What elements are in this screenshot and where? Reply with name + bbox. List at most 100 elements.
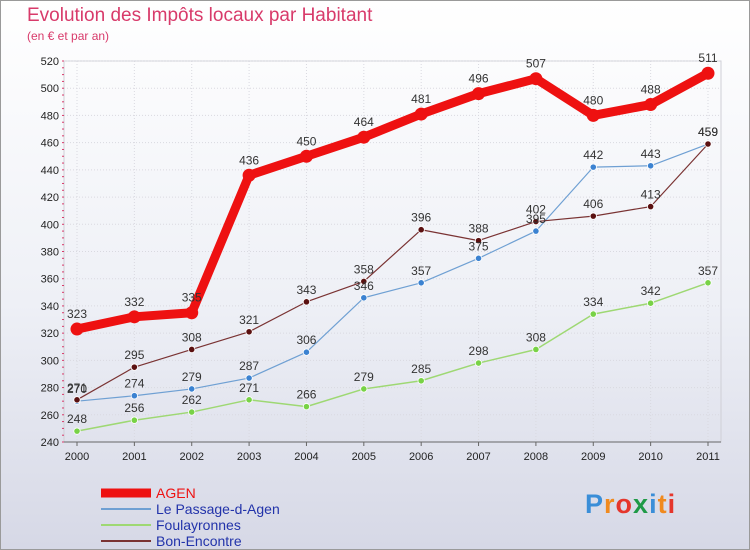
data-point bbox=[360, 385, 368, 393]
data-point bbox=[529, 72, 543, 86]
legend-label: AGEN bbox=[156, 485, 196, 501]
y-tick-label: 440 bbox=[41, 165, 59, 177]
legend-item: Foulayronnes bbox=[101, 517, 341, 533]
data-point bbox=[647, 202, 655, 211]
y-tick-label: 500 bbox=[41, 83, 59, 95]
data-point bbox=[589, 310, 597, 318]
y-tick-label: 480 bbox=[41, 110, 59, 122]
legend-item: Le Passage-d-Agen bbox=[101, 501, 341, 517]
data-label: 279 bbox=[182, 370, 202, 384]
data-label: 270 bbox=[67, 382, 87, 396]
data-label: 271 bbox=[67, 381, 87, 395]
data-label: 443 bbox=[641, 147, 661, 161]
y-tick-label: 380 bbox=[41, 247, 59, 259]
y-tick-label: 460 bbox=[41, 138, 59, 150]
legend-item: AGEN bbox=[101, 485, 341, 501]
x-tick-label: 2009 bbox=[581, 451, 605, 463]
data-label: 295 bbox=[124, 348, 144, 362]
data-label: 285 bbox=[411, 362, 431, 376]
x-tick-label: 2004 bbox=[294, 451, 318, 463]
data-label: 459 bbox=[698, 125, 718, 139]
data-label: 496 bbox=[469, 72, 489, 86]
data-label: 436 bbox=[239, 153, 259, 167]
data-label: 266 bbox=[296, 388, 316, 402]
y-tick-label: 360 bbox=[41, 274, 59, 286]
data-point bbox=[127, 310, 141, 324]
data-point bbox=[701, 66, 715, 80]
y-tick-label: 320 bbox=[41, 328, 59, 340]
legend-swatch bbox=[101, 524, 151, 526]
data-point bbox=[70, 322, 84, 336]
data-point bbox=[245, 396, 253, 404]
logo-letter: i bbox=[649, 489, 658, 519]
data-point bbox=[417, 279, 425, 287]
legend-label: Bon-Encontre bbox=[156, 533, 242, 549]
data-label: 343 bbox=[296, 283, 316, 297]
data-label: 402 bbox=[526, 203, 546, 217]
series-line bbox=[72, 68, 713, 334]
y-tick-label: 300 bbox=[41, 355, 59, 367]
data-point bbox=[302, 403, 311, 411]
legend: AGEN Le Passage-d-Agen Foulayronnes Bon-… bbox=[101, 485, 341, 549]
data-point bbox=[73, 396, 81, 404]
x-tick-label: 2003 bbox=[237, 451, 261, 463]
data-point bbox=[474, 237, 483, 245]
proxiti-logo: Proxiti bbox=[585, 489, 676, 520]
data-label: 271 bbox=[239, 381, 259, 395]
series-line bbox=[76, 143, 709, 402]
y-tick-label: 520 bbox=[41, 56, 59, 68]
data-point bbox=[704, 279, 712, 287]
data-point bbox=[188, 345, 196, 354]
data-label: 481 bbox=[411, 92, 431, 106]
y-tick-label: 280 bbox=[41, 383, 59, 395]
data-label: 248 bbox=[67, 412, 87, 426]
data-point bbox=[185, 306, 199, 320]
x-tick-label: 2006 bbox=[409, 451, 433, 463]
data-label: 358 bbox=[354, 262, 374, 276]
data-label: 332 bbox=[124, 295, 144, 309]
data-point bbox=[73, 427, 81, 435]
data-point bbox=[474, 254, 483, 262]
logo-letter: r bbox=[604, 489, 616, 519]
data-label: 274 bbox=[124, 377, 144, 391]
data-point bbox=[586, 108, 600, 122]
data-point bbox=[474, 359, 483, 367]
data-point bbox=[302, 298, 311, 306]
data-label: 507 bbox=[526, 57, 546, 71]
data-point bbox=[589, 212, 597, 220]
data-label: 321 bbox=[239, 313, 259, 327]
series-line bbox=[76, 282, 709, 432]
data-point bbox=[242, 168, 256, 182]
data-label: 442 bbox=[583, 148, 603, 162]
x-tick-label: 2000 bbox=[65, 451, 89, 463]
legend-label: Foulayronnes bbox=[156, 517, 241, 533]
data-label: 388 bbox=[469, 222, 489, 236]
data-label: 511 bbox=[698, 51, 717, 65]
data-label: 396 bbox=[411, 211, 431, 225]
data-point bbox=[532, 345, 540, 354]
data-label: 298 bbox=[469, 344, 489, 358]
data-label: 406 bbox=[583, 197, 603, 211]
data-point bbox=[299, 149, 313, 163]
y-tick-label: 260 bbox=[41, 410, 59, 422]
x-tick-label: 2011 bbox=[696, 451, 720, 463]
data-label: 464 bbox=[354, 115, 374, 129]
data-label: 413 bbox=[641, 188, 661, 202]
data-point bbox=[644, 98, 658, 112]
x-tick-label: 2005 bbox=[352, 451, 376, 463]
data-label: 375 bbox=[469, 239, 489, 253]
data-point bbox=[417, 377, 425, 385]
x-tick-label: 2010 bbox=[638, 451, 662, 463]
data-point bbox=[302, 348, 311, 356]
logo-letter: P bbox=[585, 489, 605, 519]
series-line bbox=[76, 143, 709, 401]
data-label: 346 bbox=[354, 279, 374, 293]
y-tick-label: 420 bbox=[41, 192, 59, 204]
data-label: 357 bbox=[698, 264, 718, 278]
data-label: 480 bbox=[583, 93, 603, 107]
legend-swatch bbox=[101, 540, 151, 542]
chart-title: Evolution des Impôts locaux par Habitant bbox=[27, 5, 373, 26]
data-point bbox=[130, 363, 138, 371]
